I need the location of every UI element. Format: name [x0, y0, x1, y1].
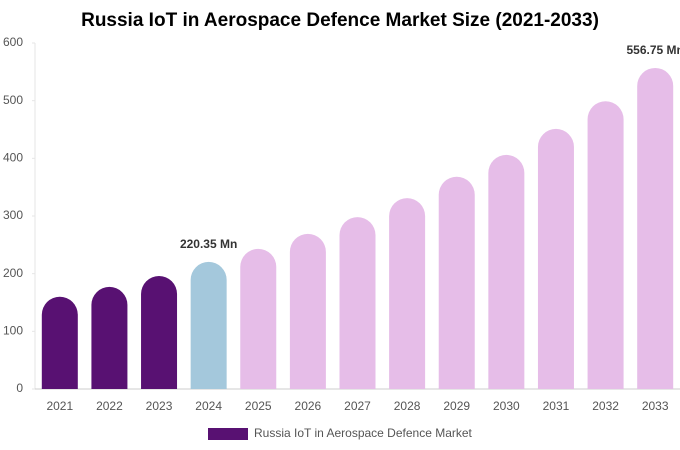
y-tick-label: 500: [3, 93, 23, 107]
bar: [389, 198, 426, 389]
x-tick-label: 2026: [295, 399, 322, 413]
bar: [537, 128, 574, 389]
bar: [438, 176, 475, 389]
bar: [289, 233, 326, 389]
value-label: 556.75 Mn: [627, 43, 680, 57]
y-tick-label: 200: [3, 266, 23, 280]
x-tick-label: 2022: [96, 399, 123, 413]
y-tick-label: 400: [3, 151, 23, 165]
x-tick-label: 2025: [245, 399, 272, 413]
bar: [41, 296, 78, 389]
x-tick-label: 2030: [493, 399, 520, 413]
bar: [637, 67, 674, 390]
x-tick-label: 2021: [46, 399, 73, 413]
y-tick-label: 300: [3, 208, 23, 222]
bar: [91, 286, 128, 389]
y-tick-label: 600: [3, 35, 23, 49]
bar: [339, 217, 376, 389]
x-tick-label: 2032: [592, 399, 619, 413]
x-tick-label: 2024: [195, 399, 222, 413]
value-label: 220.35 Mn: [180, 237, 237, 251]
x-tick-label: 2031: [543, 399, 570, 413]
x-tick-label: 2023: [146, 399, 173, 413]
y-tick-label: 100: [3, 324, 23, 338]
bar: [141, 275, 178, 389]
legend-label: Russia IoT in Aerospace Defence Market: [254, 426, 473, 440]
bar: [240, 248, 277, 389]
bar: [488, 154, 525, 389]
bar: [587, 101, 624, 389]
y-tick-label: 0: [16, 381, 23, 395]
chart-title: Russia IoT in Aerospace Defence Market S…: [81, 10, 599, 31]
x-tick-label: 2029: [443, 399, 470, 413]
x-tick-label: 2028: [394, 399, 421, 413]
x-tick-label: 2027: [344, 399, 371, 413]
x-tick-label: 2033: [642, 399, 669, 413]
bar: [190, 261, 227, 389]
legend-swatch: [208, 428, 248, 440]
